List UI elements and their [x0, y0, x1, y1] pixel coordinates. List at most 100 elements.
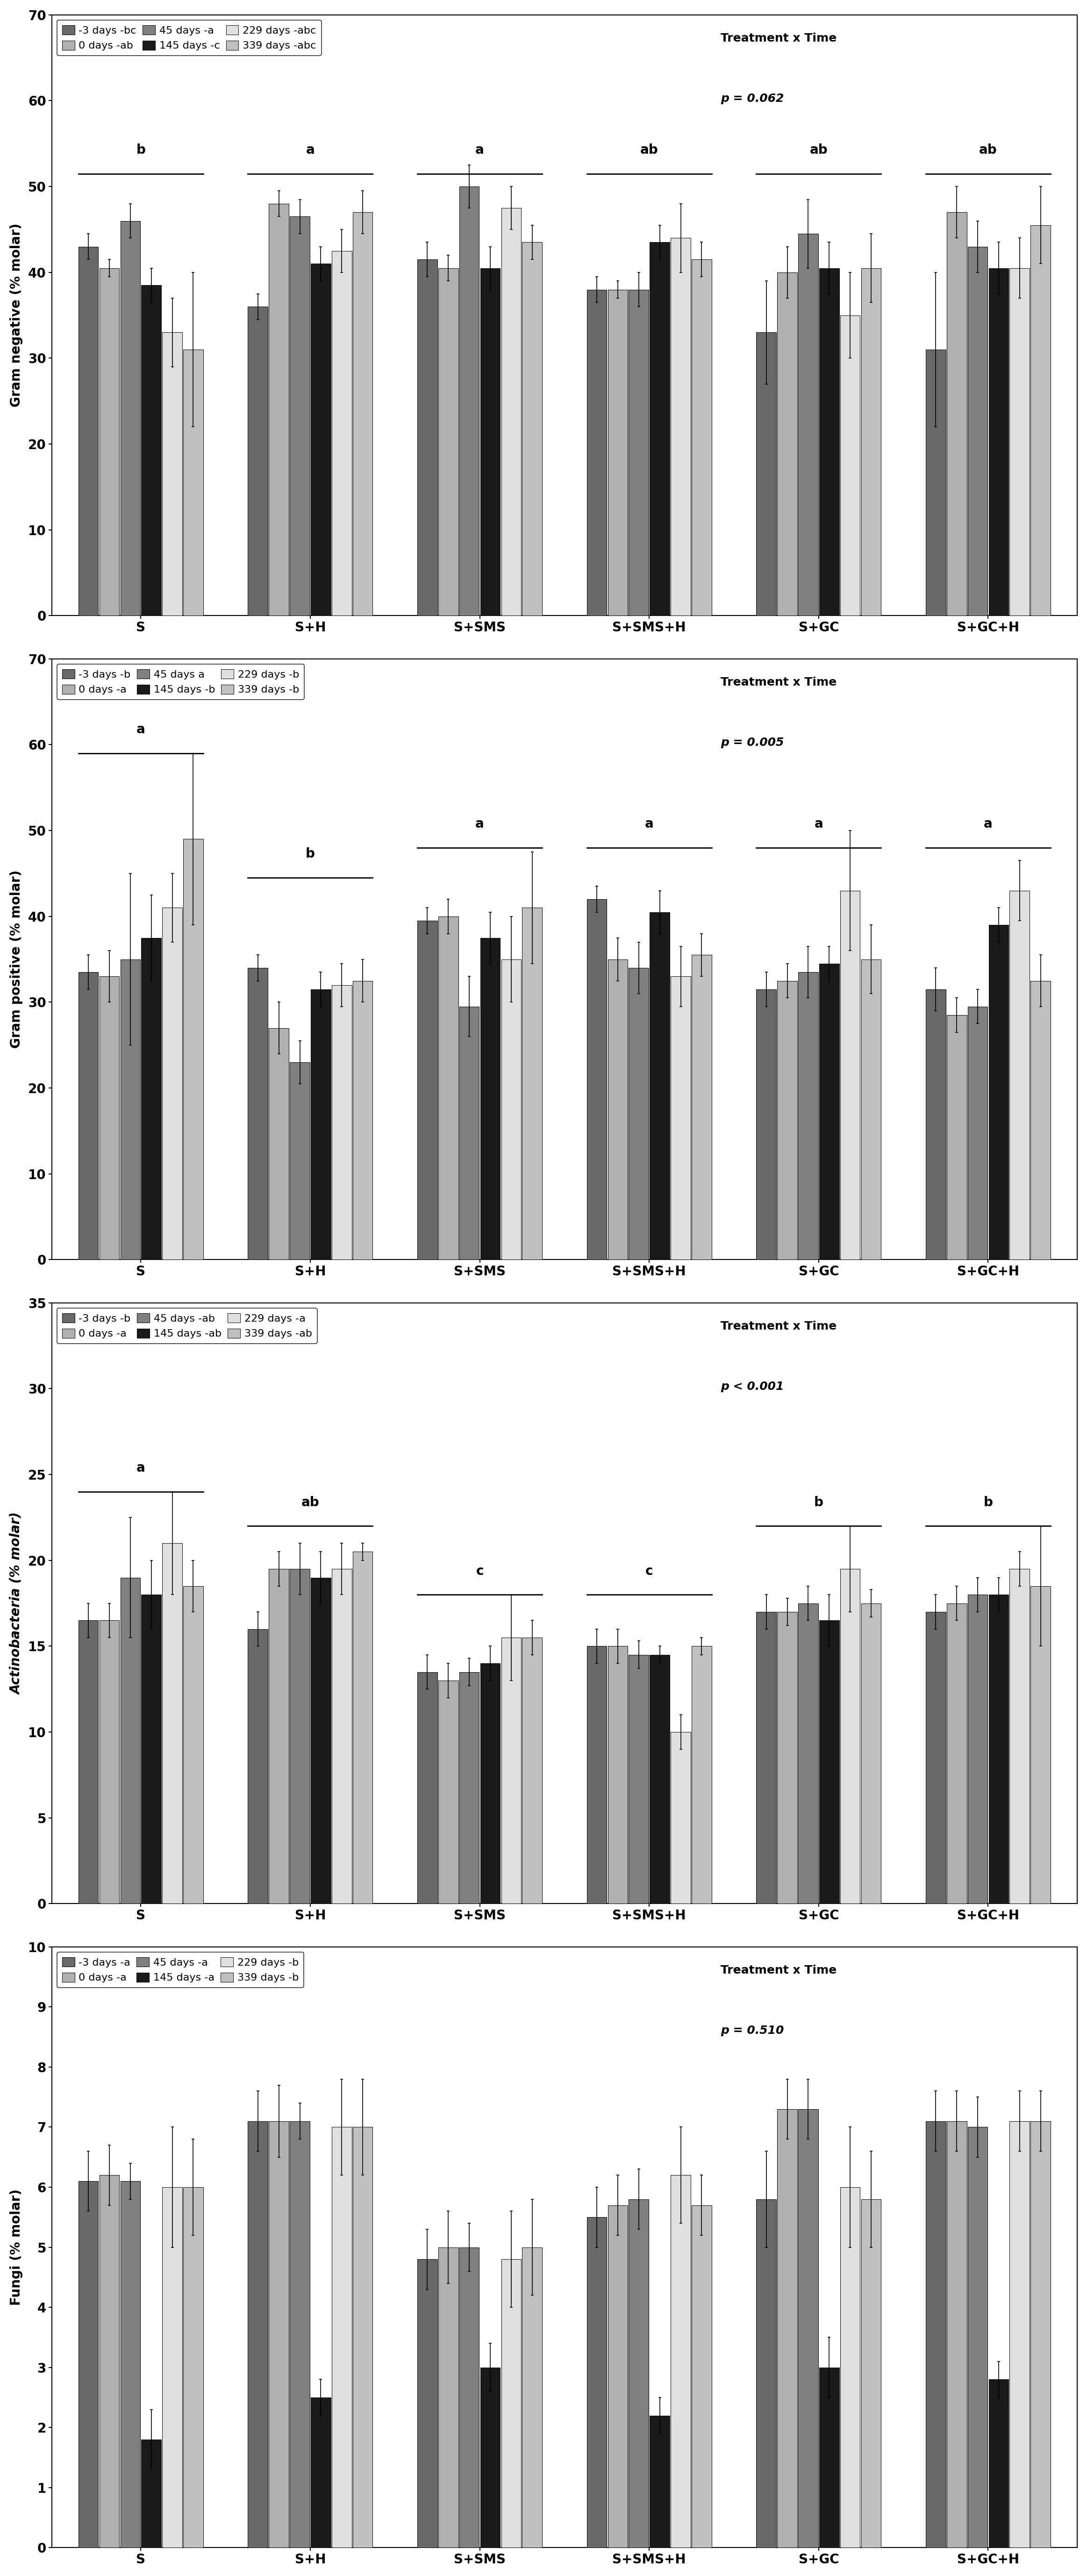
- Bar: [290, 216, 310, 616]
- Bar: [628, 969, 649, 1260]
- Bar: [141, 1595, 161, 1904]
- Text: ab: ab: [640, 144, 659, 157]
- Bar: [352, 981, 373, 1260]
- Bar: [141, 938, 161, 1260]
- Bar: [480, 2367, 500, 2548]
- Bar: [184, 1587, 203, 1904]
- Bar: [650, 1654, 670, 1904]
- Bar: [290, 1569, 310, 1904]
- Legend: -3 days -b, 0 days -a, 45 days a, 145 days -b, 229 days -b, 339 days -b: -3 days -b, 0 days -a, 45 days a, 145 da…: [57, 665, 304, 701]
- Bar: [989, 925, 1009, 1260]
- Bar: [332, 250, 352, 616]
- Bar: [99, 1620, 120, 1904]
- Bar: [587, 899, 607, 1260]
- Bar: [332, 1569, 352, 1904]
- Bar: [248, 1628, 267, 1904]
- Bar: [78, 1620, 98, 1904]
- Bar: [352, 2128, 373, 2548]
- Bar: [608, 1646, 627, 1904]
- Bar: [1030, 224, 1050, 616]
- Bar: [798, 2110, 819, 2548]
- Bar: [989, 1595, 1009, 1904]
- Bar: [691, 2205, 712, 2548]
- Bar: [587, 1646, 607, 1904]
- Bar: [248, 2120, 267, 2548]
- Text: Treatment x Time: Treatment x Time: [721, 677, 837, 688]
- Bar: [820, 1620, 839, 1904]
- Bar: [311, 263, 330, 616]
- Bar: [1010, 891, 1029, 1260]
- Bar: [268, 1569, 289, 1904]
- Bar: [840, 1569, 860, 1904]
- Bar: [99, 2174, 120, 2548]
- Bar: [121, 2182, 140, 2548]
- Bar: [777, 2110, 797, 2548]
- Bar: [78, 247, 98, 616]
- Bar: [777, 273, 797, 616]
- Text: a: a: [137, 1461, 146, 1473]
- Bar: [989, 2380, 1009, 2548]
- Bar: [184, 840, 203, 1260]
- Bar: [162, 1543, 183, 1904]
- Bar: [587, 2218, 607, 2548]
- Text: Treatment x Time: Treatment x Time: [721, 33, 837, 44]
- Bar: [311, 989, 330, 1260]
- Bar: [78, 2182, 98, 2548]
- Bar: [162, 332, 183, 616]
- Bar: [438, 1680, 459, 1904]
- Text: b: b: [814, 1497, 823, 1510]
- Bar: [417, 1672, 437, 1904]
- Bar: [967, 1007, 988, 1260]
- Bar: [608, 289, 627, 616]
- Bar: [438, 2246, 459, 2548]
- Bar: [162, 2187, 183, 2548]
- Legend: -3 days -bc, 0 days -ab, 45 days -a, 145 days -c, 229 days -abc, 339 days -abc: -3 days -bc, 0 days -ab, 45 days -a, 145…: [57, 21, 322, 57]
- Bar: [417, 920, 437, 1260]
- Text: a: a: [137, 724, 146, 737]
- Bar: [967, 1595, 988, 1904]
- Bar: [460, 1672, 479, 1904]
- Bar: [587, 289, 607, 616]
- Bar: [141, 286, 161, 616]
- Bar: [861, 268, 882, 616]
- Bar: [438, 268, 459, 616]
- Bar: [947, 211, 966, 616]
- Bar: [628, 2200, 649, 2548]
- Bar: [162, 907, 183, 1260]
- Bar: [691, 956, 712, 1260]
- Legend: -3 days -a, 0 days -a, 45 days -a, 145 days -a, 229 days -b, 339 days -b: -3 days -a, 0 days -a, 45 days -a, 145 d…: [57, 1953, 304, 1989]
- Bar: [757, 2200, 776, 2548]
- Bar: [777, 1613, 797, 1904]
- Bar: [268, 2120, 289, 2548]
- Bar: [460, 185, 479, 616]
- Bar: [798, 971, 819, 1260]
- Bar: [480, 268, 500, 616]
- Bar: [1010, 268, 1029, 616]
- Bar: [671, 976, 690, 1260]
- Text: ab: ab: [301, 1497, 320, 1510]
- Text: c: c: [476, 1564, 484, 1577]
- Bar: [99, 268, 120, 616]
- Bar: [691, 1646, 712, 1904]
- Bar: [268, 1028, 289, 1260]
- Text: Treatment x Time: Treatment x Time: [721, 1965, 837, 1976]
- Bar: [99, 976, 120, 1260]
- Bar: [501, 209, 521, 616]
- Bar: [861, 2200, 882, 2548]
- Bar: [290, 1061, 310, 1260]
- Bar: [311, 2398, 330, 2548]
- Bar: [798, 234, 819, 616]
- Y-axis label: Gram positive (% molar): Gram positive (% molar): [10, 871, 23, 1048]
- Bar: [820, 2367, 839, 2548]
- Bar: [926, 350, 946, 616]
- Bar: [1010, 2120, 1029, 2548]
- Text: p = 0.005: p = 0.005: [721, 737, 784, 747]
- Bar: [757, 332, 776, 616]
- Bar: [926, 989, 946, 1260]
- Bar: [650, 242, 670, 616]
- Bar: [248, 969, 267, 1260]
- Text: Treatment x Time: Treatment x Time: [721, 1321, 837, 1332]
- Text: p < 0.001: p < 0.001: [721, 1381, 784, 1391]
- Bar: [268, 204, 289, 616]
- Text: b: b: [136, 144, 146, 157]
